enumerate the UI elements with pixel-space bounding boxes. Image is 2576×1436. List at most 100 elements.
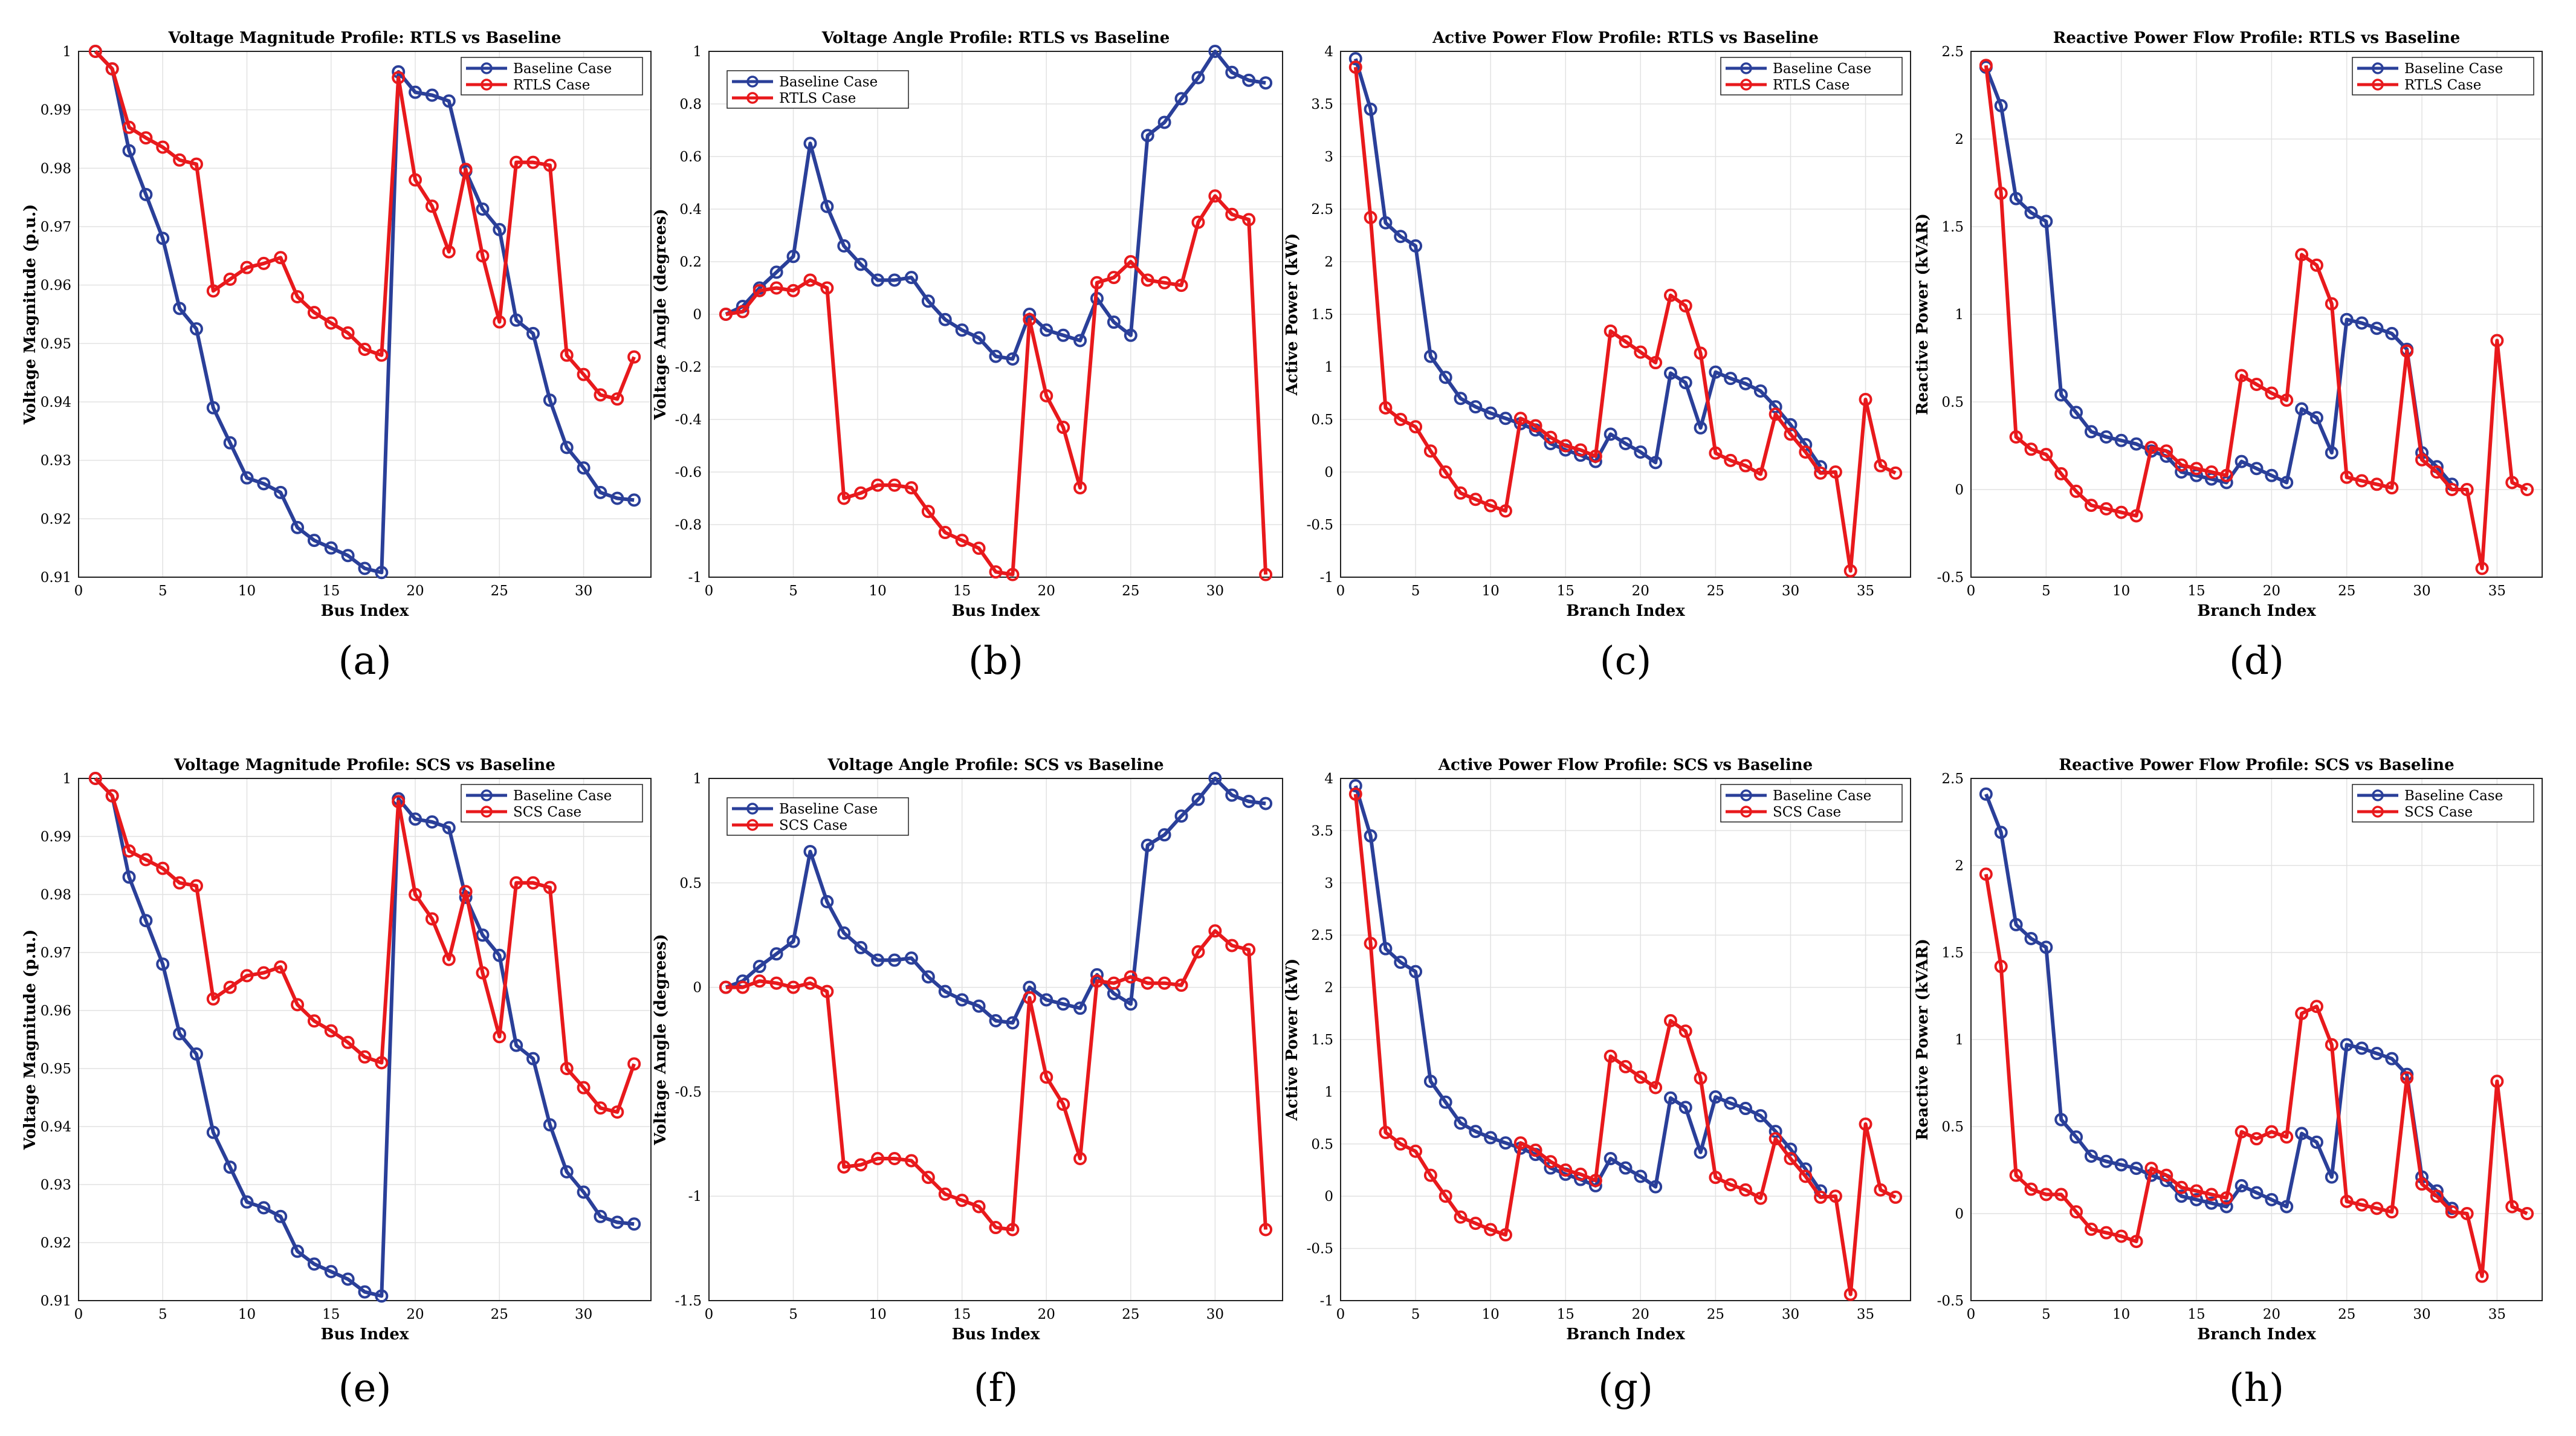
data-point <box>2355 316 2369 330</box>
data-point <box>2190 1192 2204 1206</box>
x-tick-label: 25 <box>1707 1307 1724 1322</box>
data-point <box>803 137 817 150</box>
data-point <box>1694 1145 1707 1159</box>
data-point <box>2054 1113 2068 1127</box>
data-point <box>122 120 136 134</box>
legend-marker <box>746 803 759 815</box>
data-point <box>1529 1143 1542 1157</box>
data-point <box>1157 115 1171 129</box>
data-point <box>2490 334 2504 348</box>
data-point <box>2009 430 2023 444</box>
data-point <box>1409 965 1423 978</box>
data-point <box>2280 393 2294 407</box>
data-point <box>2430 1189 2444 1203</box>
data-point <box>526 1052 540 1066</box>
data-point <box>1828 465 1842 479</box>
data-point <box>543 1118 557 1132</box>
data-point <box>1649 356 1663 370</box>
data-point <box>1208 189 1222 203</box>
data-point <box>1663 366 1677 380</box>
data-point <box>1191 215 1205 229</box>
data-point <box>257 256 271 270</box>
data-point <box>1107 976 1121 990</box>
data-point <box>1073 334 1087 348</box>
data-point <box>1994 826 2008 839</box>
data-point <box>1784 1151 1798 1165</box>
data-point <box>409 173 422 187</box>
y-axis-label: Voltage Angle (degrees) <box>652 934 670 1145</box>
data-point <box>1423 444 1437 458</box>
data-point <box>2099 1154 2113 1168</box>
y-tick-label: 0.96 <box>40 1003 71 1019</box>
data-point <box>223 436 237 450</box>
data-point <box>1006 1016 1020 1030</box>
data-point <box>1409 239 1423 253</box>
data-point <box>1739 1102 1753 1116</box>
x-tick-label: 20 <box>1632 583 1649 599</box>
y-tick-label: 0.92 <box>40 1235 71 1251</box>
data-point <box>173 1027 187 1041</box>
legend-label: Baseline Case <box>779 74 878 90</box>
data-point <box>786 283 800 297</box>
x-tick-label: 20 <box>1632 1307 1649 1322</box>
data-point <box>1694 346 1707 360</box>
legend-marker <box>2372 789 2384 801</box>
x-tick-label: 15 <box>953 583 971 599</box>
y-tick-label: -1 <box>1320 570 1333 586</box>
data-point <box>2235 454 2248 468</box>
data-point <box>2039 940 2053 954</box>
y-tick-label: 2 <box>1324 254 1333 270</box>
data-point <box>1157 276 1171 289</box>
data-point <box>1799 1169 1813 1183</box>
x-tick-label: 25 <box>491 583 508 599</box>
y-tick-label: 3.5 <box>1311 97 1333 112</box>
data-point <box>2175 1180 2189 1194</box>
data-point <box>736 305 749 319</box>
y-axis-label: Voltage Angle (degrees) <box>652 209 670 420</box>
legend-marker <box>746 819 759 831</box>
data-point <box>2325 1170 2338 1184</box>
data-point <box>324 1024 338 1038</box>
legend-marker <box>1740 806 1752 818</box>
data-point <box>1379 216 1393 230</box>
data-point <box>577 367 591 381</box>
y-tick-label: -0.8 <box>675 517 702 533</box>
data-point <box>2460 1207 2474 1220</box>
data-point <box>1979 867 1993 881</box>
data-point <box>1057 421 1070 435</box>
data-point <box>719 980 733 994</box>
series-line-2 <box>1984 65 2528 571</box>
data-point <box>274 1209 288 1223</box>
legend-box <box>727 797 909 836</box>
data-point <box>1498 1136 1512 1150</box>
data-point <box>189 1047 203 1061</box>
data-point <box>173 876 187 890</box>
data-point <box>1090 974 1104 988</box>
data-point <box>1843 564 1857 578</box>
data-point <box>2309 1135 2323 1149</box>
data-point <box>1678 376 1692 390</box>
data-point <box>1438 1189 1452 1203</box>
data-point <box>2250 1186 2264 1200</box>
series-line-1 <box>1984 793 2454 1210</box>
data-point <box>837 1160 851 1174</box>
data-point <box>972 1200 986 1214</box>
data-point <box>1994 186 2008 200</box>
data-point <box>989 565 1003 579</box>
y-tick-label: 2.5 <box>1941 771 1964 787</box>
data-point <box>2280 1200 2294 1214</box>
x-axis-label: Bus Index <box>952 1325 1040 1344</box>
x-tick-label: 20 <box>2263 583 2280 599</box>
data-point <box>139 914 153 928</box>
data-point <box>2144 441 2158 454</box>
series-line-1 <box>1353 785 1822 1192</box>
y-tick-label: 0.5 <box>1311 1137 1333 1153</box>
chart-title: Voltage Angle Profile: SCS vs Baseline <box>827 756 1163 774</box>
legend-marker <box>481 789 493 801</box>
subfigure-label: (g) <box>1598 1366 1653 1411</box>
subfigure-label: (f) <box>974 1366 1018 1411</box>
data-point <box>2340 470 2354 484</box>
